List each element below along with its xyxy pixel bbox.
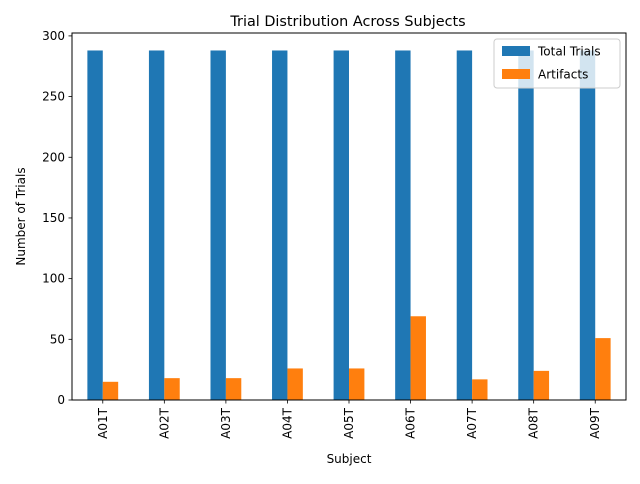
bar-total-trials-a08t xyxy=(518,50,534,400)
bar-total-trials-a05t xyxy=(333,50,349,400)
y-tick-label-250: 250 xyxy=(42,90,65,104)
y-tick-label-300: 300 xyxy=(42,29,65,43)
legend-label-total-trials: Total Trials xyxy=(537,45,601,59)
bar-artifacts-a09t xyxy=(595,338,611,400)
bar-total-trials-a01t xyxy=(87,50,103,400)
chart-title: Trial Distribution Across Subjects xyxy=(229,14,465,30)
bar-artifacts-a04t xyxy=(287,368,303,400)
bar-total-trials-a03t xyxy=(210,50,226,400)
x-tick-label-a03t: A03T xyxy=(219,407,233,438)
x-tick-label-a05t: A05T xyxy=(342,407,356,438)
plot-frame xyxy=(71,32,627,401)
legend-swatch-artifacts xyxy=(502,69,530,79)
bar-total-trials-a06t xyxy=(395,50,411,400)
y-tick-label-0: 0 xyxy=(57,393,65,407)
bar-artifacts-a02t xyxy=(164,378,180,400)
x-tick-label-a07t: A07T xyxy=(465,407,479,438)
x-tick-label-a08t: A08T xyxy=(527,407,541,438)
x-tick-label-a09t: A09T xyxy=(588,407,602,438)
legend-label-artifacts: Artifacts xyxy=(538,68,588,82)
x-axis-label: Subject xyxy=(327,452,372,466)
bar-total-trials-a02t xyxy=(148,50,165,400)
bar-artifacts-a03t xyxy=(225,378,242,400)
legend: Total Trials Artifacts xyxy=(493,38,621,89)
bar-total-trials-a04t xyxy=(272,50,288,400)
bar-artifacts-a08t xyxy=(533,370,550,400)
bar-artifacts-a05t xyxy=(349,368,365,400)
x-tick-label-a04t: A04T xyxy=(280,407,294,438)
legend-swatch-total-trials xyxy=(502,46,530,56)
bars-layer xyxy=(87,50,611,400)
bar-total-trials-a09t xyxy=(579,50,596,400)
x-tick-label-a02t: A02T xyxy=(157,407,171,438)
y-tick-label-50: 50 xyxy=(50,332,65,346)
bar-artifacts-a07t xyxy=(472,379,488,400)
x-tick-label-a06t: A06T xyxy=(404,407,418,438)
bar-total-trials-a07t xyxy=(456,50,473,400)
y-tick-label-100: 100 xyxy=(42,272,65,286)
x-axis: A01T A02T A03T A04T A05T A06T A07T A08T A09T xyxy=(96,400,602,439)
bar-artifacts-a01t xyxy=(102,381,119,400)
y-tick-label-200: 200 xyxy=(42,150,65,164)
x-tick-label-a01t: A01T xyxy=(96,407,110,438)
bar-artifacts-a06t xyxy=(410,316,426,400)
y-axis-label: Number of Trials xyxy=(14,167,28,265)
y-tick-label-150: 150 xyxy=(42,211,65,225)
y-axis: 0 50 100 150 200 250 300 xyxy=(42,29,72,407)
